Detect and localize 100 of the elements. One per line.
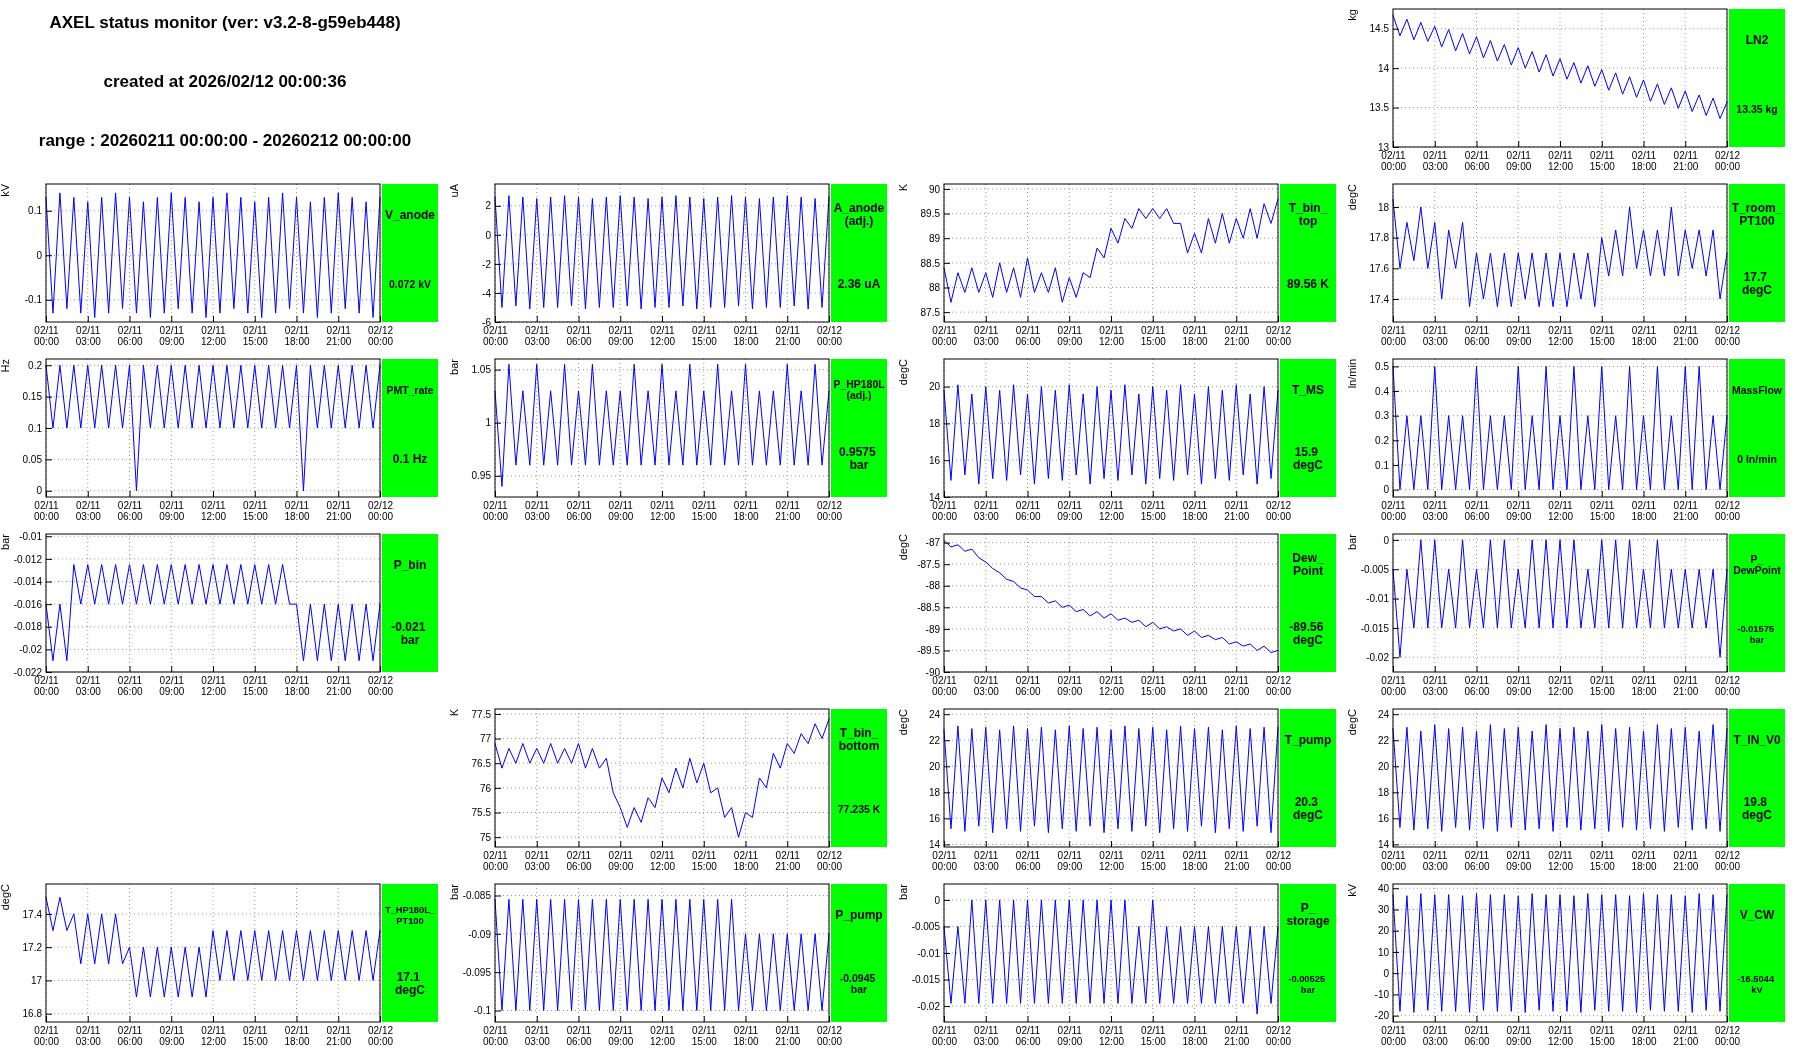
x-tick-label: 02/11 21:00	[775, 500, 801, 522]
x-tick-label: 02/11 06:00	[1015, 675, 1041, 697]
x-tick-label: 02/11 21:00	[326, 1025, 352, 1047]
y-tick-label: -0.095	[462, 966, 492, 978]
y-tick-label: 0	[36, 485, 43, 497]
x-tick-label: 02/12 00:00	[1714, 850, 1741, 872]
x-tick-label: 02/11 00:00	[33, 500, 60, 522]
y-axis-title: Hz	[0, 359, 11, 373]
text: V_anode	[385, 207, 436, 222]
x-tick-label: 02/12 00:00	[1265, 850, 1292, 872]
y-tick-label: -87	[925, 537, 941, 549]
x-tick-label: 02/11 03:00	[524, 325, 551, 347]
y-tick-label: -0.016	[13, 598, 43, 610]
y-tick-label: -4	[482, 287, 492, 299]
y-tick-label: 16	[928, 454, 941, 466]
text: 13.35 kg	[1736, 103, 1778, 115]
y-axis-title: bar	[448, 358, 460, 375]
y-tick-label: 24	[928, 708, 941, 720]
x-tick-label: 02/11 06:00	[1015, 1025, 1041, 1047]
y-axis-title: K	[448, 708, 460, 717]
x-tick-label: 02/11 12:00	[1098, 500, 1125, 522]
text: A_anode(adj.)	[833, 200, 885, 229]
text: 19.8 degC	[1742, 794, 1773, 823]
text: 77.235 K	[837, 803, 881, 815]
x-tick-label: 02/11 03:00	[973, 675, 1000, 697]
y-axis-title: bar	[448, 883, 460, 900]
text: V_CW	[1739, 907, 1776, 922]
x-tick-label: 02/11 21:00	[1224, 675, 1250, 697]
x-tick-label: 02/11 18:00	[1631, 500, 1657, 522]
x-tick-label: 02/11 03:00	[1422, 500, 1449, 522]
text: P_storage	[1286, 900, 1330, 929]
x-tick-label: 02/11 12:00	[200, 500, 227, 522]
x-tick-label: 02/11 15:00	[691, 500, 718, 522]
x-tick-label: 02/11 09:00	[1057, 675, 1083, 697]
x-tick-label: 02/11 21:00	[1224, 850, 1250, 872]
y-tick-label: 90	[928, 183, 941, 195]
x-tick-label: 02/11 09:00	[1506, 150, 1532, 172]
y-tick-label: 75.5	[471, 807, 492, 819]
x-tick-label: 02/11 09:00	[1506, 850, 1532, 872]
x-tick-label: 02/11 06:00	[566, 850, 592, 872]
text: LN2	[1745, 32, 1769, 47]
y-tick-label: 76	[479, 782, 492, 794]
y-tick-label: 0.3	[1375, 410, 1390, 422]
x-tick-label: 02/11 00:00	[1380, 675, 1407, 697]
x-tick-label: 02/11 09:00	[159, 325, 185, 347]
x-tick-label: 02/11 15:00	[1140, 1025, 1167, 1047]
y-tick-label: 13	[1377, 141, 1390, 153]
x-tick-label: 02/11 12:00	[200, 675, 227, 697]
x-tick-label: 02/11 15:00	[1589, 500, 1616, 522]
x-tick-label: 02/11 06:00	[1464, 850, 1490, 872]
x-tick-label: 02/11 18:00	[1631, 1025, 1657, 1047]
y-tick-label: 40	[1377, 882, 1390, 894]
x-tick-label: 02/11 06:00	[1464, 1025, 1490, 1047]
y-axis-title: ln/min	[1346, 359, 1358, 389]
x-tick-label: 02/11 21:00	[1673, 675, 1699, 697]
x-tick-label: 02/11 12:00	[649, 500, 676, 522]
x-tick-label: 02/11 15:00	[691, 325, 718, 347]
x-tick-label: 02/11 12:00	[200, 325, 227, 347]
y-tick-label: 0	[36, 249, 43, 261]
x-tick-label: 02/11 00:00	[931, 1025, 958, 1047]
y-tick-label: 0.1	[1375, 459, 1390, 471]
x-tick-label: 02/11 18:00	[1182, 850, 1208, 872]
y-tick-label: 30	[1377, 904, 1390, 916]
x-tick-label: 02/11 15:00	[242, 675, 269, 697]
x-tick-label: 02/12 00:00	[816, 1025, 843, 1047]
y-tick-label: 88.5	[920, 257, 941, 269]
y-tick-label: 14.5	[1369, 23, 1390, 35]
y-tick-label: 17.4	[22, 908, 43, 920]
x-tick-label: 02/11 12:00	[649, 1025, 676, 1047]
y-tick-label: 0.2	[1375, 435, 1390, 447]
x-tick-label: 02/11 03:00	[1422, 325, 1449, 347]
y-tick-label: 89	[928, 232, 941, 244]
x-tick-label: 02/11 12:00	[1098, 850, 1125, 872]
x-tick-label: 02/11 09:00	[608, 850, 634, 872]
y-tick-label: 76.5	[471, 757, 492, 769]
y-tick-label: -0.085	[462, 890, 492, 902]
y-tick-label: -0.014	[13, 576, 43, 588]
y-tick-label: 17.6	[1369, 263, 1390, 275]
x-tick-label: 02/11 06:00	[566, 500, 592, 522]
y-tick-label: -0.005	[1360, 563, 1390, 575]
y-tick-label: 2	[485, 200, 492, 212]
x-tick-label: 02/12 00:00	[1714, 675, 1741, 697]
x-tick-label: 02/11 18:00	[284, 500, 310, 522]
y-tick-label: 0.4	[1375, 385, 1390, 397]
x-tick-label: 02/11 09:00	[1506, 325, 1532, 347]
y-tick-label: 77	[479, 733, 492, 745]
y-tick-label: -0.01	[19, 530, 43, 542]
x-tick-label: 02/11 09:00	[1506, 500, 1532, 522]
line-series	[943, 384, 1279, 485]
y-tick-label: 20	[928, 381, 941, 393]
x-tick-label: 02/11 18:00	[1631, 675, 1657, 697]
y-tick-label: -0.01	[1366, 593, 1390, 605]
x-tick-label: 02/11 12:00	[200, 1025, 227, 1047]
y-axis-title: degC	[1346, 183, 1358, 211]
y-tick-label: 0	[1383, 534, 1390, 546]
y-tick-label: 0	[1383, 967, 1390, 979]
x-tick-label: 02/11 06:00	[1464, 325, 1490, 347]
x-tick-label: 02/11 00:00	[931, 850, 958, 872]
y-tick-label: 10	[1377, 946, 1390, 958]
x-tick-label: 02/12 00:00	[1265, 500, 1292, 522]
